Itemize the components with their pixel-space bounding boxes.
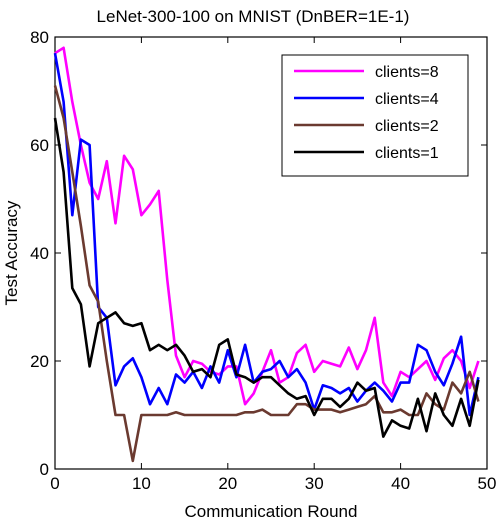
series-line-2 [53,52,480,417]
legend-label: clients=8 [375,64,439,81]
y-tick-label: 80 [30,28,49,47]
series-line-4 [53,117,480,438]
y-tick-label: 60 [30,136,49,155]
y-axis: 0 20 40 60 80 [30,28,487,479]
x-tick-label: 40 [391,474,410,493]
y-tick-label: 40 [30,244,49,263]
x-axis-label: Communication Round [185,502,358,521]
x-tick-label: 50 [478,474,497,493]
x-axis: 0 10 20 30 40 50 [50,37,496,493]
legend-box [281,54,469,177]
x-tick-label: 30 [305,474,324,493]
x-tick-label: 10 [132,474,151,493]
series-group [53,46,480,463]
series-line-1 [54,46,480,406]
legend-label: clients=2 [375,118,439,135]
y-tick-label: 0 [40,460,49,479]
y-axis-label: Test Accuracy [2,200,21,305]
legend-label: clients=1 [375,145,439,162]
x-tick-label: 0 [50,474,59,493]
series-line-3 [53,85,480,463]
x-tick-label: 20 [218,474,237,493]
y-tick-label: 20 [30,352,49,371]
legend-label: clients=4 [375,91,439,108]
legend: clients=8 clients=4 clients=2 clients=1 [281,54,469,177]
chart-title: LeNet-300-100 on MNIST (DnBER=1E-1) [97,7,410,26]
